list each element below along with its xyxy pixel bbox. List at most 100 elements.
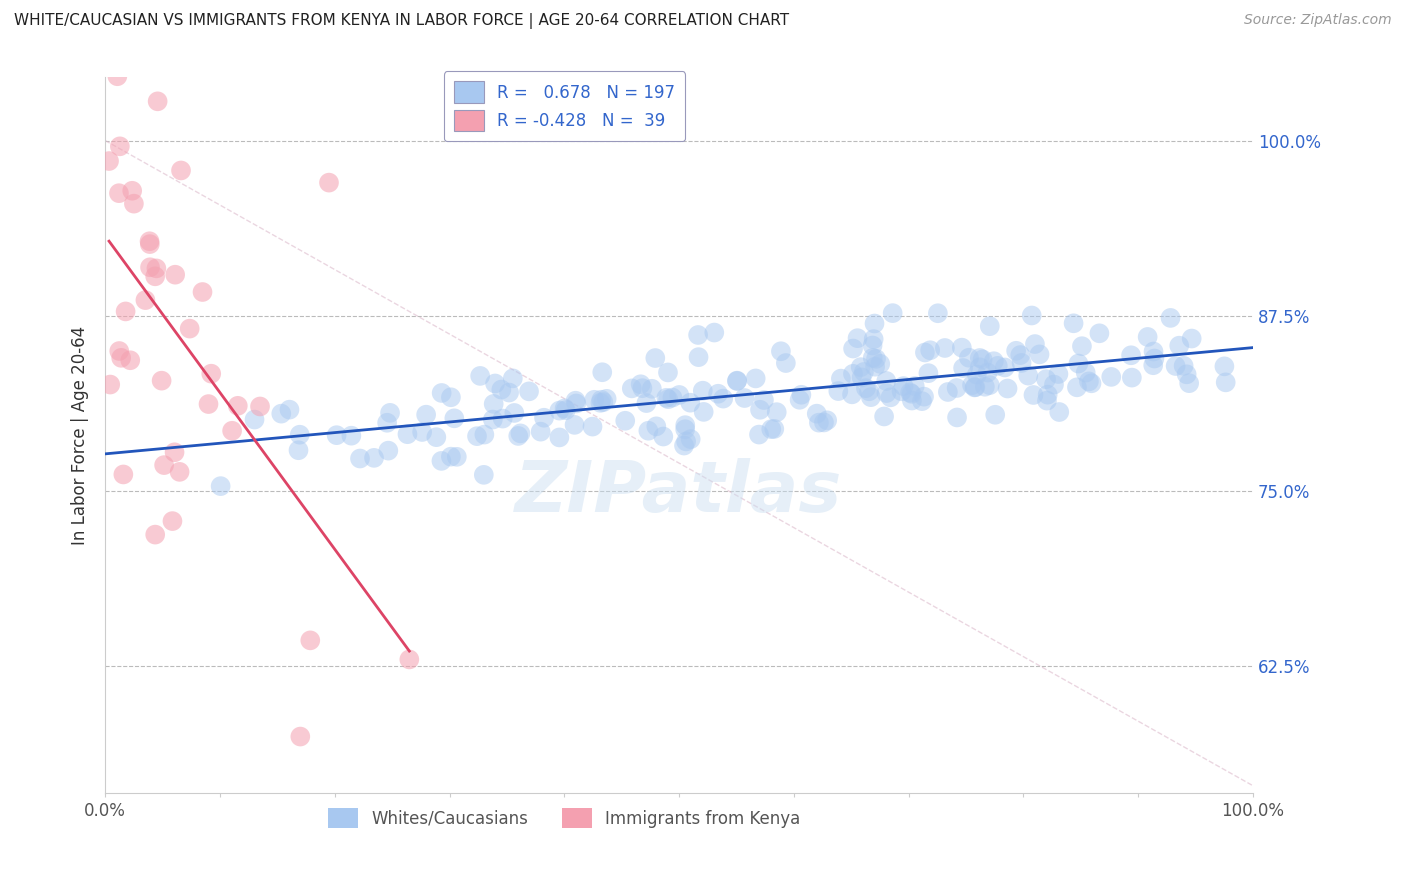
Point xyxy=(589,396,612,410)
Point xyxy=(863,317,886,331)
Point xyxy=(508,429,530,443)
Point xyxy=(139,260,162,275)
Point xyxy=(806,407,828,421)
Point xyxy=(1017,368,1039,383)
Point xyxy=(813,416,835,430)
Point xyxy=(631,381,654,395)
Point xyxy=(1143,351,1166,366)
Point xyxy=(530,425,553,439)
Point xyxy=(862,338,884,352)
Point xyxy=(398,652,420,666)
Point xyxy=(748,427,770,442)
Point xyxy=(979,378,1001,392)
Point xyxy=(655,391,678,405)
Point xyxy=(914,345,936,359)
Point xyxy=(472,467,495,482)
Point xyxy=(620,381,643,395)
Point xyxy=(688,350,710,364)
Point xyxy=(890,384,912,399)
Point xyxy=(901,393,924,408)
Point xyxy=(807,416,830,430)
Point xyxy=(243,412,266,426)
Point xyxy=(150,374,173,388)
Point xyxy=(517,384,540,399)
Point xyxy=(112,467,135,482)
Point xyxy=(482,397,505,411)
Point xyxy=(1215,376,1237,390)
Point xyxy=(138,234,160,248)
Point xyxy=(430,454,453,468)
Point xyxy=(972,352,994,367)
Point xyxy=(595,392,617,406)
Legend: Whites/Caucasians, Immigrants from Kenya: Whites/Caucasians, Immigrants from Kenya xyxy=(322,802,807,834)
Point xyxy=(1178,376,1201,391)
Point xyxy=(221,424,243,438)
Point xyxy=(564,417,586,432)
Point xyxy=(893,379,915,393)
Point xyxy=(614,414,637,428)
Point xyxy=(378,406,401,420)
Point xyxy=(1136,330,1159,344)
Point xyxy=(110,351,132,365)
Point xyxy=(114,304,136,318)
Point xyxy=(849,360,872,375)
Point xyxy=(470,368,492,383)
Point xyxy=(827,384,849,398)
Point xyxy=(139,237,162,252)
Point xyxy=(1022,388,1045,402)
Point xyxy=(920,343,942,358)
Point xyxy=(1080,376,1102,391)
Point xyxy=(841,387,863,401)
Point xyxy=(983,354,1005,368)
Point xyxy=(318,176,340,190)
Point xyxy=(645,419,668,434)
Point xyxy=(927,306,949,320)
Point xyxy=(863,359,886,374)
Point xyxy=(879,390,901,404)
Point xyxy=(858,384,880,399)
Point xyxy=(415,408,437,422)
Point xyxy=(502,371,524,385)
Point xyxy=(636,396,658,410)
Point xyxy=(946,410,969,425)
Text: ZIPatlas: ZIPatlas xyxy=(516,458,842,527)
Point xyxy=(554,403,576,417)
Point xyxy=(443,411,465,425)
Point xyxy=(1160,310,1182,325)
Point xyxy=(898,385,921,400)
Point xyxy=(325,428,347,442)
Point xyxy=(1071,339,1094,353)
Point xyxy=(430,386,453,401)
Point xyxy=(509,426,531,441)
Point xyxy=(644,351,666,365)
Point xyxy=(170,163,193,178)
Point xyxy=(675,434,697,449)
Point xyxy=(108,186,131,201)
Point xyxy=(1047,405,1070,419)
Point xyxy=(290,730,312,744)
Point xyxy=(98,377,121,392)
Point xyxy=(668,388,690,402)
Point xyxy=(1043,377,1066,392)
Point xyxy=(815,413,838,427)
Point xyxy=(688,328,710,343)
Point xyxy=(191,285,214,299)
Point xyxy=(765,405,787,419)
Point xyxy=(108,344,131,359)
Point xyxy=(591,365,613,379)
Point xyxy=(591,392,613,407)
Point xyxy=(288,427,311,442)
Point xyxy=(936,384,959,399)
Point xyxy=(842,367,865,381)
Point xyxy=(484,376,506,391)
Point xyxy=(108,139,131,153)
Point xyxy=(209,479,232,493)
Point xyxy=(711,392,734,406)
Point xyxy=(503,406,526,420)
Point xyxy=(725,374,748,388)
Point xyxy=(957,351,980,365)
Point xyxy=(425,430,447,444)
Point xyxy=(960,378,983,392)
Point xyxy=(299,633,322,648)
Point xyxy=(1213,359,1236,374)
